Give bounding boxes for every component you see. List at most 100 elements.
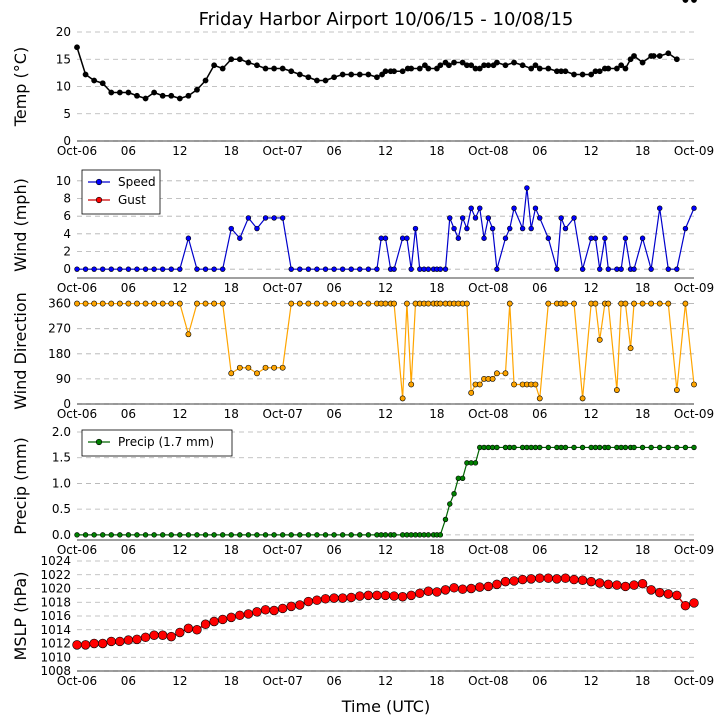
x-tick-label-mslp-9: 06 — [532, 674, 547, 688]
x-tick-label-temp-11: 18 — [635, 144, 650, 158]
data-point-wind-0-52 — [451, 225, 457, 232]
data-point-dir-0-82 — [613, 387, 620, 393]
data-point-wind-0-21 — [254, 225, 260, 232]
data-point-precip-0-81 — [605, 444, 612, 451]
data-point-dir-0-33 — [356, 300, 363, 307]
legend-box-wind — [81, 169, 161, 215]
data-point-precip-0-39 — [391, 532, 397, 538]
data-point-wind-0-53 — [455, 235, 462, 241]
data-point-wind-0-56 — [468, 205, 474, 211]
data-point-temp-0-81 — [631, 53, 637, 59]
data-point-mslp-0-68 — [655, 587, 665, 598]
x-tick-label-temp-12: Oct-09 — [674, 144, 714, 158]
data-point-mslp-0-55 — [543, 573, 554, 583]
data-point-wind-0-32 — [348, 266, 354, 272]
data-point-dir-0-79 — [596, 336, 603, 343]
data-point-precip-0-18 — [228, 532, 234, 538]
data-point-temp-0-71 — [579, 71, 586, 78]
data-point-dir-0-4 — [108, 300, 115, 307]
data-point-dir-0-49 — [437, 300, 444, 307]
x-tick-label-dir-2: 12 — [172, 407, 187, 421]
data-point-mslp-0-40 — [415, 588, 425, 599]
data-point-wind-0-22 — [262, 215, 269, 221]
data-point-wind-0-33 — [357, 266, 363, 272]
data-point-precip-0-27 — [305, 532, 312, 538]
data-point-wind-0-89 — [657, 205, 663, 211]
data-point-mslp-0-35 — [372, 590, 382, 601]
data-point-precip-0-88 — [648, 444, 654, 451]
data-point-temp-0-62 — [519, 62, 526, 69]
data-point-mslp-0-8 — [140, 632, 151, 643]
data-point-dir-0-46 — [425, 300, 432, 307]
data-point-precip-0-15 — [202, 532, 209, 538]
data-point-mslp-0-6 — [123, 635, 134, 645]
x-tick-label-dir-8: Oct-08 — [468, 407, 508, 421]
data-point-wind-0-86 — [631, 266, 637, 272]
data-point-precip-0-33 — [357, 532, 363, 538]
y-tick-label-temp-1: 5 — [63, 107, 71, 121]
data-point-dir-0-20 — [245, 364, 252, 371]
data-point-wind-0-69 — [532, 205, 539, 211]
data-point-dir-0-55 — [464, 300, 470, 307]
data-point-mslp-0-36 — [380, 590, 391, 601]
x-tick-label-precip-5: 06 — [326, 543, 341, 557]
data-point-mslp-0-57 — [560, 573, 571, 583]
data-point-dir-0-85 — [627, 345, 634, 352]
data-point-dir-0-30 — [331, 300, 337, 307]
data-point-dir-0-22 — [262, 364, 269, 371]
data-point-wind-0-74 — [562, 225, 569, 232]
data-point-precip-0-79 — [597, 444, 603, 451]
data-point-mslp-0-53 — [526, 574, 536, 584]
x-tick-label-dir-12: Oct-09 — [674, 407, 714, 421]
y-tick-label-mslp-3: 1014 — [40, 623, 71, 637]
data-point-precip-0-19 — [237, 532, 243, 538]
data-point-dir-0-3 — [99, 300, 106, 307]
data-point-precip-0-54 — [459, 475, 466, 481]
y-tick-label-wind-2: 4 — [63, 227, 71, 241]
x-tick-label-dir-10: 12 — [584, 407, 599, 421]
data-point-wind-0-51 — [447, 215, 453, 221]
data-point-dir-0-78 — [592, 300, 599, 307]
data-point-mslp-0-63 — [612, 580, 622, 590]
data-point-temp-0-72 — [588, 71, 595, 78]
data-point-precip-0-50 — [442, 516, 449, 523]
x-tick-label-temp-5: 06 — [326, 144, 341, 158]
data-point-precip-0-87 — [639, 444, 646, 451]
data-point-precip-0-8 — [142, 532, 149, 538]
data-point-mslp-0-51 — [509, 576, 519, 586]
data-point-precip-0-93 — [691, 444, 697, 451]
data-point-dir-0-24 — [279, 364, 286, 371]
x-tick-label-mslp-6: 12 — [378, 674, 393, 688]
data-point-wind-0-11 — [168, 266, 174, 272]
x-tick-label-temp-7: 18 — [429, 144, 444, 158]
x-tick-label-mslp-10: 12 — [584, 674, 599, 688]
data-point-mslp-0-28 — [312, 595, 322, 605]
data-point-precip-0-75 — [571, 444, 577, 451]
data-point-dir-0-12 — [176, 300, 183, 307]
data-point-mslp-0-56 — [552, 574, 562, 584]
data-point-temp-0-1 — [82, 71, 89, 78]
data-point-precip-0-3 — [100, 532, 106, 538]
x-tick-label-temp-1: 06 — [121, 144, 136, 158]
data-point-precip-0-25 — [288, 532, 294, 538]
data-point-precip-0-20 — [245, 532, 252, 538]
data-point-wind-0-26 — [297, 266, 303, 272]
x-tick-label-precip-9: 06 — [532, 543, 547, 557]
data-point-temp-0-61 — [511, 59, 517, 66]
x-tick-label-precip-11: 18 — [635, 543, 650, 557]
data-point-wind-0-12 — [177, 266, 183, 272]
y-axis-label-wind: Wind (mph) — [11, 178, 30, 272]
data-point-dir-0-27 — [305, 300, 312, 307]
data-point-precip-0-51 — [447, 501, 453, 507]
data-point-wind-0-1 — [82, 266, 89, 272]
data-point-mslp-0-71 — [680, 600, 691, 611]
y-tick-label-dir-4: 360 — [48, 297, 71, 311]
data-point-wind-0-80 — [602, 235, 608, 241]
data-point-dir-0-89 — [656, 300, 663, 307]
data-point-wind-0-18 — [228, 225, 234, 232]
data-point-temp-0-84 — [650, 53, 657, 59]
data-point-mslp-0-16 — [209, 616, 219, 627]
data-point-temp-0-21 — [254, 62, 260, 69]
